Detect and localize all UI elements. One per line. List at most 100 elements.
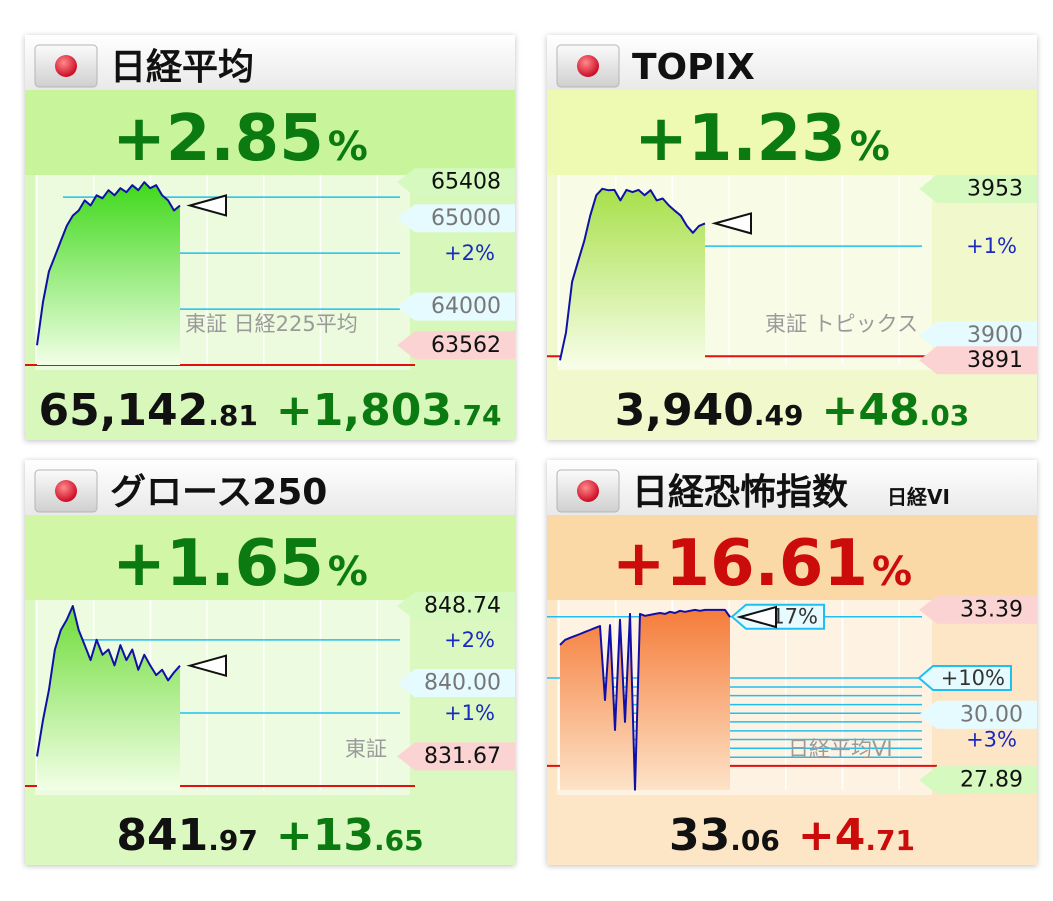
change-decimals: .74 [452,399,502,432]
panel-header [25,35,515,90]
flag-sun [55,480,77,502]
percent-unit: % [850,124,890,170]
change-decimals: .65 [374,824,424,857]
high-label: 65408 [431,170,501,195]
y-tick-label: 64000 [431,294,501,319]
percent-unit: % [328,549,368,595]
change-decimals: .03 [920,399,970,432]
price: 3,940 [615,385,754,436]
change: +1,803 [276,385,452,436]
y-tick-label: 3900 [967,323,1023,348]
percent-tab [730,603,825,630]
price-row: 841.97 +13.65 [116,810,423,861]
panel-subtitle: 日経VI [887,485,950,509]
headline: +1.65% [112,527,368,601]
y-tick-label-tab [397,204,515,233]
index-panel: TOPIX +1.23 % +1% 3900 3953 3891 東証 トピックス 3,940.… [547,35,1037,440]
price: 65,142 [38,385,208,436]
headline: +1.23% [634,102,890,176]
price-line [559,608,731,791]
low-label-tab [919,346,1037,375]
index-panel: グロース250 +1.65 % +2% +1% 840.00 848.74 831.67 東証 8… [25,460,515,865]
y-tick-label-tab [919,700,1037,729]
price-line [36,181,181,346]
panel-title: 日経恐怖指数 [632,472,848,513]
y-tick-label: 65000 [431,206,501,231]
flag-sun [577,480,599,502]
low-label: 3891 [967,348,1023,373]
area [560,609,730,790]
index-panel: 日経平均 +2.85 % +2% 65000 64000 65408 63562 東証 日経22… [25,35,515,440]
high-label-tab [397,591,515,620]
percent-unit: % [328,124,368,170]
index-panel: 日経恐怖指数 日経VI+16.61 %+3%+10%+17%30.0033.3927… [547,460,1037,865]
price-decimals: .06 [730,824,780,857]
area [37,606,180,790]
panel-header [547,35,1037,90]
percent-label: +1% [444,701,495,725]
low-label-tab [397,331,515,360]
y-tick-label: 30.00 [960,702,1023,727]
source-watermark: 日経平均VI [788,737,893,761]
price-row: 33.06 +4.71 [669,810,915,861]
y-tick-label: 840.00 [424,671,501,696]
percent-label: +2% [444,241,495,265]
change-decimals: .71 [865,824,915,857]
price-row: 65,142.81 +1,803.74 [38,385,501,436]
source-watermark: 東証 日経225平均 [185,312,358,336]
low-label: 831.67 [424,744,501,769]
y-tick-label-tab [397,292,515,321]
price-line [36,605,181,757]
source-watermark: 東証 [345,737,387,761]
price-line [559,187,706,361]
price: 841 [116,810,208,861]
price-row: 3,940.49 +48.03 [615,385,970,436]
flag-sun [55,55,77,77]
current-marker [736,605,777,629]
high-label-tab [397,168,515,197]
source-watermark: 東証 トピックス [765,312,918,336]
change-percent: +1.23 [634,102,846,176]
low-label-tab [397,742,515,771]
current-marker [186,654,227,677]
change: +4 [798,810,865,861]
panel-title: グロース250 [110,472,327,513]
percent-label: +2% [444,628,495,652]
current-marker [711,212,752,235]
price-decimals: .81 [208,399,258,432]
low-label: 63562 [431,333,501,358]
change-percent: +16.61 [612,527,868,601]
current-marker [186,194,227,217]
flag-sun [577,55,599,77]
panel-header [547,460,1037,515]
panel-title: TOPIX [632,47,755,88]
panel-header [25,460,515,515]
headline-band [25,90,515,175]
low-label-tab [919,766,1037,795]
area [560,188,705,365]
percent-tab [917,664,1012,691]
y-tick-label-tab [919,321,1037,350]
price-decimals: .49 [754,399,804,432]
high-label: 3953 [967,176,1023,201]
panel-title: 日経平均 [110,47,254,88]
percent-label: +1% [966,234,1017,258]
change-percent: +2.85 [112,102,324,176]
headline: +2.85% [112,102,368,176]
area [37,182,180,365]
change: +13 [276,810,374,861]
price-decimals: .97 [208,824,258,857]
headline-band [25,515,515,600]
low-label: 27.89 [960,768,1023,793]
high-label-tab [919,595,1037,624]
high-label: 33.39 [960,597,1023,622]
y-tick-label-tab [397,669,515,698]
headline: +16.61% [612,527,912,601]
change-percent: +1.65 [112,527,324,601]
price: 33 [669,810,730,861]
percent-label: +10% [941,666,1005,690]
change: +48 [822,385,920,436]
percent-unit: % [872,549,912,595]
headline-band [547,515,1037,600]
